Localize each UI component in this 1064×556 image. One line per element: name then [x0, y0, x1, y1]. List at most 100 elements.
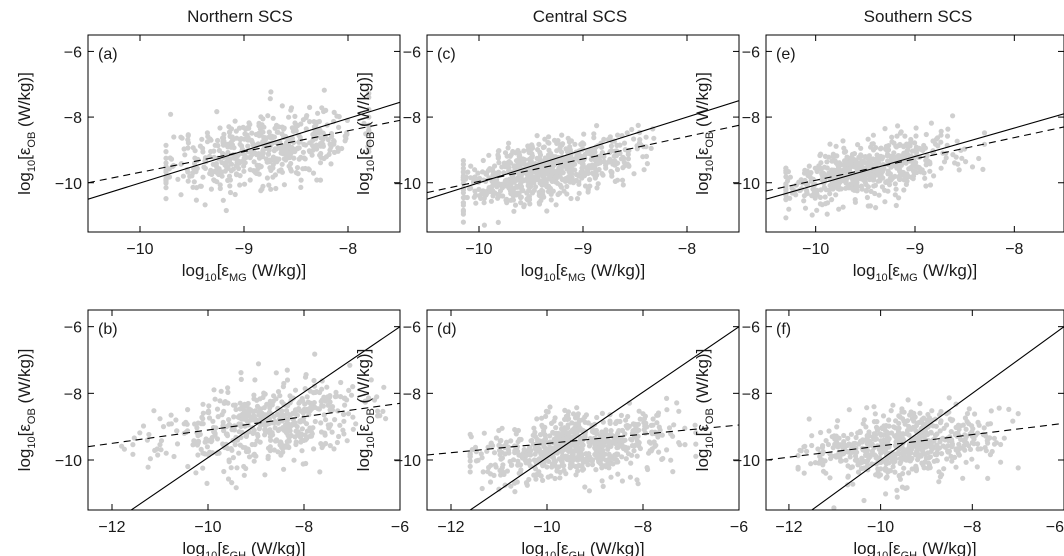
data-point: [855, 142, 861, 148]
data-point: [876, 446, 882, 452]
data-point: [612, 437, 619, 443]
data-point: [304, 394, 310, 400]
data-point: [280, 449, 286, 455]
data-point: [569, 460, 575, 466]
data-point: [318, 420, 324, 426]
data-point: [185, 133, 191, 139]
data-point: [895, 164, 901, 170]
panel-letter: (c): [437, 46, 456, 63]
data-point: [830, 445, 836, 451]
axis-label-part: OB: [365, 408, 377, 424]
y-axis-label: log10[εOB (W/kg)]: [693, 72, 716, 195]
data-point: [938, 408, 944, 415]
data-point: [924, 153, 930, 159]
data-point: [606, 461, 612, 467]
data-point: [237, 400, 243, 406]
data-point: [674, 400, 680, 406]
data-point: [254, 438, 260, 444]
x-tick-label: −8: [339, 241, 357, 258]
data-point: [938, 132, 944, 138]
axis-label-part: (W/kg)]: [586, 261, 646, 280]
data-point: [896, 195, 902, 201]
data-point: [611, 454, 617, 460]
data-point: [988, 408, 994, 414]
data-point: [173, 417, 179, 423]
data-point: [801, 198, 807, 204]
data-point: [883, 466, 890, 472]
data-point: [151, 408, 157, 414]
data-point: [515, 439, 521, 445]
data-point: [854, 166, 861, 172]
data-point: [588, 165, 594, 171]
data-point: [271, 155, 277, 162]
data-point: [546, 134, 552, 140]
data-point: [602, 463, 608, 469]
data-point: [897, 176, 903, 182]
data-point: [901, 465, 907, 471]
data-point: [247, 177, 253, 183]
data-point: [825, 441, 832, 448]
data-point: [594, 185, 600, 191]
x-tick-label: −10: [867, 519, 894, 536]
data-point: [841, 432, 847, 439]
data-point: [289, 125, 295, 131]
data-point: [861, 497, 867, 504]
data-point: [576, 190, 582, 196]
data-point: [664, 395, 670, 401]
data-point: [820, 462, 826, 468]
data-point: [617, 150, 623, 156]
data-point: [236, 165, 242, 172]
data-point: [490, 182, 496, 188]
data-point: [228, 161, 235, 167]
data-point: [199, 414, 205, 420]
data-point: [275, 411, 281, 418]
axis-label-part: log: [853, 539, 876, 556]
data-point: [565, 430, 571, 436]
panel-e: −10 −9 −8−6−8−10(e)log10[εMG (W/kg)]log10[…: [693, 34, 1064, 284]
data-point: [983, 448, 989, 454]
data-point: [353, 421, 359, 427]
data-point: [892, 192, 898, 198]
data-point: [163, 149, 169, 155]
data-point: [544, 464, 550, 470]
data-point: [822, 201, 829, 207]
data-point: [315, 110, 321, 116]
data-point: [831, 505, 837, 510]
data-point: [927, 182, 934, 188]
data-point: [218, 388, 224, 394]
data-point: [884, 433, 890, 439]
data-point: [637, 416, 643, 422]
axis-label-part: (W/kg)]: [693, 349, 712, 409]
y-tick-label: −10: [733, 453, 760, 470]
data-point: [859, 164, 865, 171]
data-point: [344, 438, 350, 444]
data-point: [980, 166, 986, 172]
data-point: [226, 457, 232, 463]
data-point: [327, 141, 333, 147]
data-point: [1015, 411, 1021, 417]
data-point: [891, 140, 897, 146]
data-point: [299, 448, 305, 454]
data-point: [553, 440, 559, 447]
data-point: [830, 154, 836, 160]
x-axis-label: log10[εMG (W/kg)]: [521, 261, 645, 284]
data-point: [978, 446, 984, 452]
data-point: [225, 385, 231, 391]
data-point: [646, 439, 653, 445]
data-point: [493, 435, 499, 441]
data-point: [582, 484, 588, 490]
data-point: [343, 135, 349, 142]
data-point: [254, 431, 261, 437]
data-point: [491, 450, 498, 456]
data-point: [312, 418, 318, 425]
data-point: [239, 143, 245, 149]
data-point: [521, 148, 527, 154]
data-point: [328, 161, 334, 167]
data-point: [961, 146, 968, 152]
axis-label-part: (W/kg)]: [693, 72, 712, 132]
y-tick-label: −10: [733, 176, 760, 193]
data-point: [268, 167, 274, 173]
data-point: [341, 418, 347, 424]
data-point: [310, 137, 316, 143]
axis-label-part: 10: [544, 550, 556, 556]
